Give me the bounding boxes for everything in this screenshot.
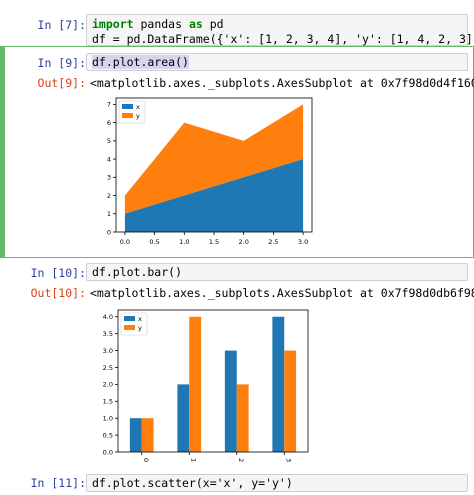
module-name: pandas bbox=[133, 17, 189, 31]
code-editor[interactable]: df.plot.bar() bbox=[86, 263, 468, 281]
x-tick-label: 0.0 bbox=[120, 238, 130, 246]
bar-chart: 0 1 2 3 0.0 0.5 1.0 1.5 2.0 2.5 3.0 3.5 4.0 xy bbox=[103, 309, 309, 462]
y-tick-label: 1 bbox=[107, 210, 111, 218]
plot-frame bbox=[117, 309, 309, 453]
x-tick-label: 2.0 bbox=[239, 238, 249, 246]
legend-swatch bbox=[122, 113, 133, 118]
code-editor[interactable]: import pandas as pd df = pd.DataFrame({'… bbox=[86, 14, 474, 46]
y-tick-label: 0.0 bbox=[103, 448, 113, 456]
code-line: df.plot.bar() bbox=[92, 265, 183, 279]
y-tick-label: 5 bbox=[107, 137, 111, 145]
x-tick-label: 2.5 bbox=[268, 238, 278, 246]
code-cell-7[interactable]: In [7]: import pandas as pd df = pd.Data… bbox=[0, 14, 474, 46]
x-tick-label: 0.5 bbox=[149, 238, 159, 246]
legend-swatch bbox=[122, 104, 133, 109]
y-tick-label: 3 bbox=[107, 174, 111, 182]
y-tick-label: 3.5 bbox=[103, 330, 113, 338]
legend-label: x bbox=[138, 315, 142, 323]
legend-label: x bbox=[136, 103, 140, 111]
bar-x bbox=[177, 384, 190, 452]
legend-label: y bbox=[138, 324, 142, 332]
bar-y bbox=[189, 316, 202, 452]
code-editor[interactable]: df.plot.area() bbox=[86, 53, 468, 71]
input-prompt: In [10]: bbox=[30, 266, 86, 280]
output-prompt: Out[9]: bbox=[37, 76, 86, 90]
y-tick-label: 6 bbox=[107, 119, 111, 127]
bar-y bbox=[141, 418, 154, 452]
bar-y bbox=[236, 384, 249, 452]
y-tick-label: 3.0 bbox=[103, 347, 113, 355]
code-editor[interactable]: df.plot.scatter(x='x', y='y') bbox=[86, 474, 468, 492]
y-tick-label: 0 bbox=[107, 228, 111, 236]
legend-swatch bbox=[124, 316, 135, 321]
x-tick-label: 3 bbox=[284, 458, 292, 462]
area-series-x bbox=[124, 159, 304, 232]
y-tick-label: 1.0 bbox=[103, 414, 113, 422]
input-prompt: In [9]: bbox=[37, 56, 86, 70]
y-tick-label: 2.5 bbox=[103, 364, 113, 372]
x-tick-label: 0 bbox=[142, 458, 150, 462]
output-prompt: Out[10]: bbox=[30, 286, 86, 300]
bar-y bbox=[284, 350, 297, 452]
x-tick-label: 3.0 bbox=[298, 238, 308, 246]
code-cell-9[interactable]: In [9]: df.plot.area() Out[9]: <matplotl… bbox=[0, 52, 474, 256]
alias-name: pd bbox=[202, 17, 224, 31]
code-line: df.plot.area() bbox=[92, 55, 189, 69]
y-tick-label: 1.5 bbox=[103, 398, 113, 406]
output-text: <matplotlib.axes._subplots.AxesSubplot a… bbox=[90, 286, 474, 300]
keyword-as: as bbox=[188, 17, 203, 31]
bar-x bbox=[224, 350, 237, 452]
y-tick-label: 0.5 bbox=[103, 431, 113, 439]
keyword-import: import bbox=[92, 17, 134, 31]
x-tick-label: 2 bbox=[237, 458, 245, 462]
x-tick-label: 1 bbox=[189, 458, 197, 462]
input-prompt: In [7]: bbox=[37, 18, 86, 32]
code-cell-10[interactable]: In [10]: df.plot.bar() Out[10]: <matplot… bbox=[0, 262, 474, 462]
code-line: df.plot.scatter(x='x', y='y') bbox=[92, 476, 293, 490]
legend-swatch bbox=[124, 325, 135, 330]
area-chart: 0.0 0.5 1.0 1.5 2.0 2.5 3.0 0 1 2 3 4 5 6 7 xy bbox=[107, 97, 313, 246]
bar-x bbox=[129, 418, 142, 452]
x-tick-label: 1.0 bbox=[179, 238, 189, 246]
y-tick-label: 4.0 bbox=[103, 313, 113, 321]
x-tick-label: 1.5 bbox=[209, 238, 219, 246]
y-tick-label: 4 bbox=[107, 155, 111, 163]
y-tick-label: 2.0 bbox=[103, 381, 113, 389]
code-cell-11[interactable]: In [11]: df.plot.scatter(x='x', y='y') bbox=[0, 474, 474, 494]
area-series-y bbox=[124, 104, 304, 214]
y-tick-label: 7 bbox=[107, 101, 111, 109]
y-tick-label: 2 bbox=[107, 192, 111, 200]
bar-x bbox=[272, 316, 285, 452]
code-line-2: df = pd.DataFrame({'x': [1, 2, 3, 4], 'y… bbox=[92, 32, 474, 46]
input-prompt: In [11]: bbox=[30, 476, 86, 490]
output-text: <matplotlib.axes._subplots.AxesSubplot a… bbox=[90, 76, 474, 90]
legend-label: y bbox=[136, 112, 140, 120]
